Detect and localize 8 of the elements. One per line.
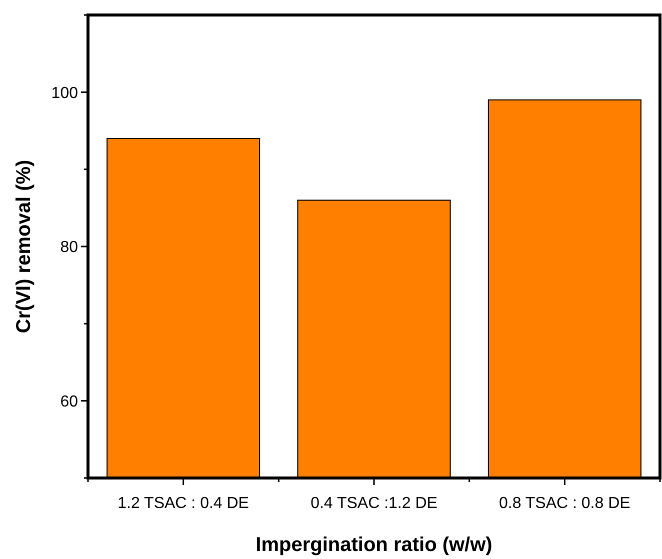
x-axis-title: Impergination ratio (w/w) xyxy=(256,534,492,556)
y-tick-label: 80 xyxy=(60,239,78,256)
y-axis-title: Cr(VI) removal (%) xyxy=(13,160,35,334)
x-tick-label: 0.4 TSAC :1.2 DE xyxy=(310,495,438,512)
y-tick-label: 60 xyxy=(60,393,78,410)
x-tick-label: 1.2 TSAC : 0.4 DE xyxy=(118,495,249,512)
y-tick-label: 100 xyxy=(51,84,78,102)
x-tick-label: 0.8 TSAC : 0.8 DE xyxy=(499,495,630,512)
